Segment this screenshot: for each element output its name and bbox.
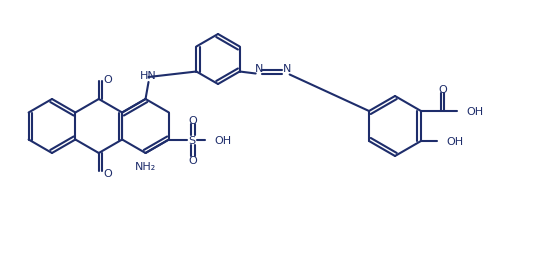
Text: O: O bbox=[103, 75, 112, 85]
Text: N: N bbox=[282, 64, 291, 74]
Text: OH: OH bbox=[446, 136, 463, 146]
Text: O: O bbox=[188, 115, 197, 125]
Text: O: O bbox=[188, 155, 197, 165]
Text: O: O bbox=[438, 85, 447, 95]
Text: OH: OH bbox=[214, 135, 231, 145]
Text: OH: OH bbox=[466, 107, 483, 117]
Text: O: O bbox=[103, 168, 112, 178]
Text: N: N bbox=[254, 64, 263, 74]
Text: HN: HN bbox=[140, 71, 157, 81]
Text: NH₂: NH₂ bbox=[135, 161, 156, 171]
Text: S: S bbox=[188, 135, 195, 145]
